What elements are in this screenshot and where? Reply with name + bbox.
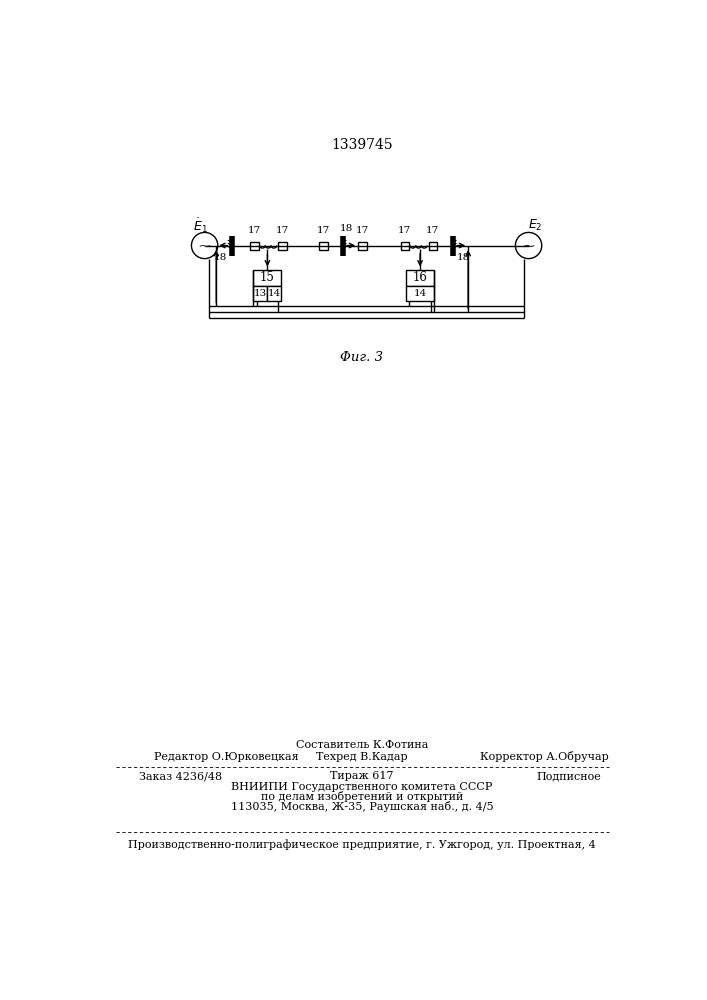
Text: 14: 14 <box>268 289 281 298</box>
Text: 17: 17 <box>317 226 330 235</box>
Circle shape <box>192 232 218 259</box>
Text: Заказ 4236/48: Заказ 4236/48 <box>139 771 222 781</box>
Text: $\dot{E}_1$: $\dot{E}_1$ <box>194 216 208 235</box>
Bar <box>320 242 328 250</box>
Text: ВНИИПИ Государственного комитета СССР: ВНИИПИ Государственного комитета СССР <box>231 782 493 792</box>
Bar <box>358 242 367 250</box>
Bar <box>253 270 281 286</box>
Text: 17: 17 <box>398 226 411 235</box>
Text: 18: 18 <box>457 253 470 262</box>
Text: 16: 16 <box>413 271 428 284</box>
Text: 17: 17 <box>247 226 261 235</box>
Bar <box>406 270 434 286</box>
Text: 18: 18 <box>214 253 228 262</box>
Text: 13: 13 <box>254 289 267 298</box>
Text: по делам изобретений и открытий: по делам изобретений и открытий <box>261 791 463 802</box>
Text: ~: ~ <box>522 237 536 254</box>
Text: 113035, Москва, Ж-35, Раушская наб., д. 4/5: 113035, Москва, Ж-35, Раушская наб., д. … <box>230 801 493 812</box>
Text: Производственно-полиграфическое предприятие, г. Ужгород, ул. Проектная, 4: Производственно-полиграфическое предприя… <box>128 839 596 850</box>
Text: 14: 14 <box>414 289 427 298</box>
Text: 1339745: 1339745 <box>331 138 393 152</box>
Bar <box>253 286 267 301</box>
Text: 17: 17 <box>356 226 368 235</box>
Text: 15: 15 <box>260 271 275 284</box>
Text: ~: ~ <box>198 237 211 254</box>
Bar <box>406 286 434 301</box>
Circle shape <box>515 232 542 259</box>
Text: $E_2$: $E_2$ <box>527 218 542 233</box>
Bar <box>279 242 287 250</box>
Text: Φиг. 3: Φиг. 3 <box>341 351 383 364</box>
Bar <box>250 242 259 250</box>
Text: 17: 17 <box>276 226 288 235</box>
Text: Подписное: Подписное <box>537 771 602 781</box>
Text: Техред В.Кадар: Техред В.Кадар <box>316 752 408 762</box>
Text: Тираж 617: Тираж 617 <box>330 771 394 781</box>
Bar <box>428 242 437 250</box>
Text: 18: 18 <box>340 224 353 233</box>
Text: 17: 17 <box>426 226 439 235</box>
Text: Редактор О.Юрковецкая: Редактор О.Юрковецкая <box>154 752 299 762</box>
Text: Составитель К.Фотина: Составитель К.Фотина <box>296 740 428 750</box>
Text: Корректор А.Обручар: Корректор А.Обручар <box>481 751 609 762</box>
Bar <box>267 286 281 301</box>
Bar <box>401 242 409 250</box>
